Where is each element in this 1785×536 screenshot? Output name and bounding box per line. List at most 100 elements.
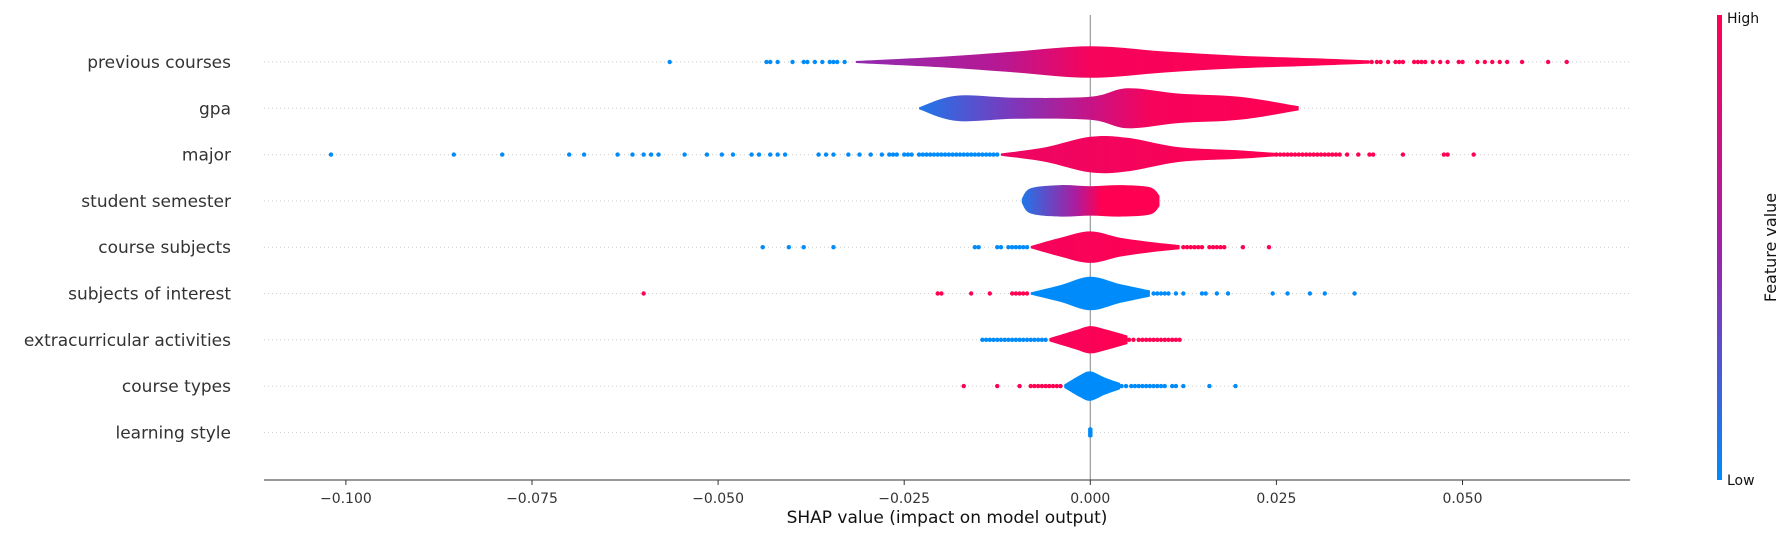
violin-body	[1030, 276, 1150, 311]
low-value-point	[928, 152, 933, 157]
feature-label: learning style	[115, 423, 231, 443]
high-value-point	[1017, 383, 1022, 389]
low-value-point	[954, 152, 959, 157]
high-value-point	[1050, 383, 1056, 389]
high-value-point	[1344, 152, 1350, 157]
high-value-point	[1162, 337, 1167, 342]
low-value-point	[827, 59, 832, 65]
high-value-point	[1441, 152, 1447, 157]
low-value-point	[328, 152, 334, 157]
low-value-point	[820, 59, 825, 65]
high-value-point	[1333, 152, 1339, 157]
low-value-point	[1136, 383, 1141, 389]
high-value-point	[1143, 337, 1149, 342]
low-value-point	[1203, 291, 1208, 296]
x-tick-label: 0.025	[1256, 491, 1296, 507]
low-value-point	[1024, 337, 1030, 342]
x-tick-label: 0.050	[1442, 491, 1482, 507]
low-value-point	[1173, 291, 1179, 296]
low-value-point	[1035, 337, 1041, 342]
low-value-point	[812, 59, 818, 65]
low-value-point	[1270, 291, 1275, 296]
feature-labels: previous courses gpa major student semester…	[24, 53, 231, 443]
low-value-point	[831, 152, 836, 157]
low-value-point	[991, 337, 996, 342]
low-value-point	[1352, 291, 1357, 296]
high-value-point	[1367, 152, 1372, 157]
low-value-point	[656, 152, 661, 157]
violin-body	[1064, 371, 1121, 401]
low-value-point	[719, 152, 725, 157]
high-value-point	[1430, 59, 1435, 65]
high-value-point	[641, 291, 646, 296]
low-value-point	[946, 152, 952, 157]
high-value-point	[939, 291, 944, 296]
high-value-point	[1356, 152, 1361, 157]
high-value-point	[1445, 152, 1450, 157]
high-value-point	[995, 383, 1000, 389]
low-value-point	[1143, 383, 1149, 389]
high-value-point	[1460, 59, 1465, 65]
high-value-point	[1184, 245, 1190, 250]
low-value-point	[1233, 383, 1238, 389]
low-value-point	[567, 152, 572, 157]
high-value-point	[1158, 337, 1164, 342]
low-value-point	[782, 152, 788, 157]
low-value-point	[768, 152, 773, 157]
low-value-point	[950, 152, 955, 157]
colorbar-high-label: High	[1727, 11, 1759, 27]
low-value-point	[786, 245, 792, 250]
low-value-point	[976, 152, 981, 157]
low-value-point	[1173, 383, 1179, 389]
low-value-point	[1151, 383, 1156, 389]
low-value-point	[995, 152, 1000, 157]
high-value-point	[1021, 291, 1026, 296]
low-value-point	[980, 152, 985, 157]
low-value-point	[775, 152, 780, 157]
low-value-point	[961, 152, 966, 157]
low-value-point	[667, 59, 672, 65]
low-value-point	[842, 59, 847, 65]
high-value-point	[1315, 152, 1320, 157]
high-value-point	[1028, 383, 1033, 389]
high-value-point	[1181, 245, 1186, 250]
high-value-point	[968, 291, 974, 296]
low-value-point	[1028, 337, 1033, 342]
low-value-point	[1009, 245, 1015, 250]
high-value-point	[1035, 383, 1041, 389]
x-tick-label: −0.050	[692, 491, 744, 507]
high-value-point	[1039, 383, 1045, 389]
low-value-point	[1006, 245, 1011, 250]
high-value-point	[1300, 152, 1305, 157]
high-value-point	[1177, 337, 1182, 342]
low-value-point	[630, 152, 635, 157]
low-value-point	[764, 59, 769, 65]
high-value-point	[1196, 245, 1201, 250]
low-value-point	[1017, 337, 1022, 342]
high-value-point	[1173, 337, 1179, 342]
high-value-point	[1032, 383, 1037, 389]
high-value-point	[1490, 59, 1495, 65]
high-value-point	[1393, 59, 1398, 65]
x-axis: −0.100 −0.075 −0.050 −0.025 0.000 0.025 0.050	[264, 479, 1630, 507]
high-value-point	[1166, 337, 1171, 342]
high-value-point	[1277, 152, 1283, 157]
feature-label: course types	[122, 377, 231, 397]
low-value-point	[890, 152, 896, 157]
low-value-point	[801, 59, 806, 65]
low-value-point	[451, 152, 457, 157]
low-value-point	[1151, 291, 1156, 296]
high-value-point	[1311, 152, 1316, 157]
low-value-point	[957, 152, 963, 157]
low-value-point	[500, 152, 505, 157]
low-value-point	[805, 59, 810, 65]
low-value-point	[987, 337, 993, 342]
high-value-point	[1043, 383, 1048, 389]
low-value-point	[1155, 383, 1160, 389]
high-value-point	[1330, 152, 1335, 157]
low-value-point	[894, 152, 899, 157]
high-value-point	[1126, 337, 1132, 342]
high-value-point	[1169, 337, 1175, 342]
low-value-point	[730, 152, 736, 157]
violin-body	[1001, 135, 1277, 174]
